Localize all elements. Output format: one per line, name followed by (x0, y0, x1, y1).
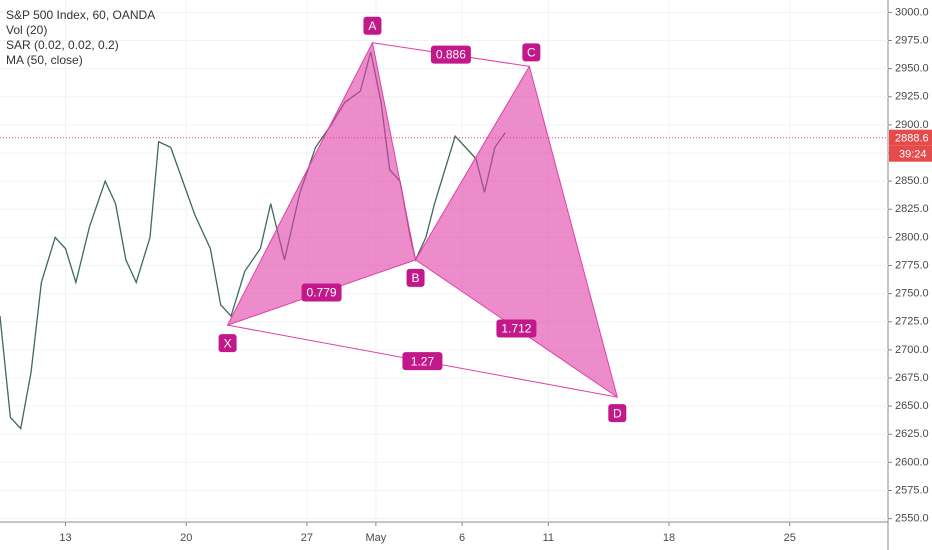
y-tick-label: 2750.0 (895, 288, 929, 300)
point-label-box (406, 268, 425, 287)
y-tick-label: 2975.0 (895, 34, 929, 46)
indicator: Vol (20) (6, 23, 47, 37)
ratio-label: 1.712 (501, 322, 531, 336)
y-tick-label: 2725.0 (895, 316, 929, 328)
price-line (0, 51, 506, 431)
point-label: A (368, 19, 376, 33)
y-tick-label: 3000.0 (895, 6, 929, 18)
y-tick-label: 2700.0 (895, 344, 929, 356)
y-tick-label: 2550.0 (895, 513, 929, 525)
ratio-label: 1.27 (411, 354, 435, 368)
chart-title: S&P 500 Index, 60, OANDA (6, 8, 155, 22)
y-tick-label: 2950.0 (895, 63, 929, 75)
ratio-label-box (430, 45, 471, 64)
indicator: MA (50, close) (6, 53, 83, 67)
y-tick-label: 2650.0 (895, 400, 929, 412)
point-label-box (363, 16, 382, 35)
x-tick-label: May (366, 532, 387, 544)
x-tick-label: 11 (543, 532, 554, 544)
indicator: SAR (0.02, 0.02, 0.2) (6, 38, 119, 52)
y-tick-label: 2600.0 (895, 456, 929, 468)
point-label-box (218, 334, 237, 353)
countdown-label: 39:24 (899, 149, 927, 161)
y-tick-label: 2575.0 (895, 484, 929, 496)
x-tick-label: 20 (180, 532, 192, 544)
ratio-label-box (496, 319, 537, 338)
x-tick-label: 6 (459, 532, 465, 544)
point-label: D (613, 406, 622, 420)
ratio-label: 0.779 (307, 286, 337, 300)
ratio-label-box (301, 283, 342, 302)
point-label-box (608, 404, 627, 423)
x-tick-label: 27 (301, 532, 313, 544)
y-tick-label: 2800.0 (895, 231, 929, 243)
last-price-box (889, 129, 932, 146)
point-label: B (412, 271, 420, 285)
y-tick-label: 2825.0 (895, 203, 929, 215)
countdown-box (889, 145, 932, 162)
y-tick-label: 2625.0 (895, 428, 929, 440)
y-tick-label: 2850.0 (895, 175, 929, 187)
ratio-label-box (402, 352, 443, 371)
x-tick-label: 18 (663, 532, 675, 544)
y-tick-label: 2900.0 (895, 119, 929, 131)
y-tick-label: 2925.0 (895, 91, 929, 103)
y-tick-label: 2775.0 (895, 259, 929, 271)
point-label: X (224, 336, 232, 350)
y-tick-label: 2675.0 (895, 372, 929, 384)
last-price-label: 2888.6 (895, 133, 929, 145)
x-tick-label: 13 (59, 532, 71, 544)
x-tick-label: 25 (784, 532, 796, 544)
point-label-box (522, 43, 541, 62)
ratio-label: 0.886 (436, 48, 466, 62)
point-label: C (527, 46, 536, 60)
